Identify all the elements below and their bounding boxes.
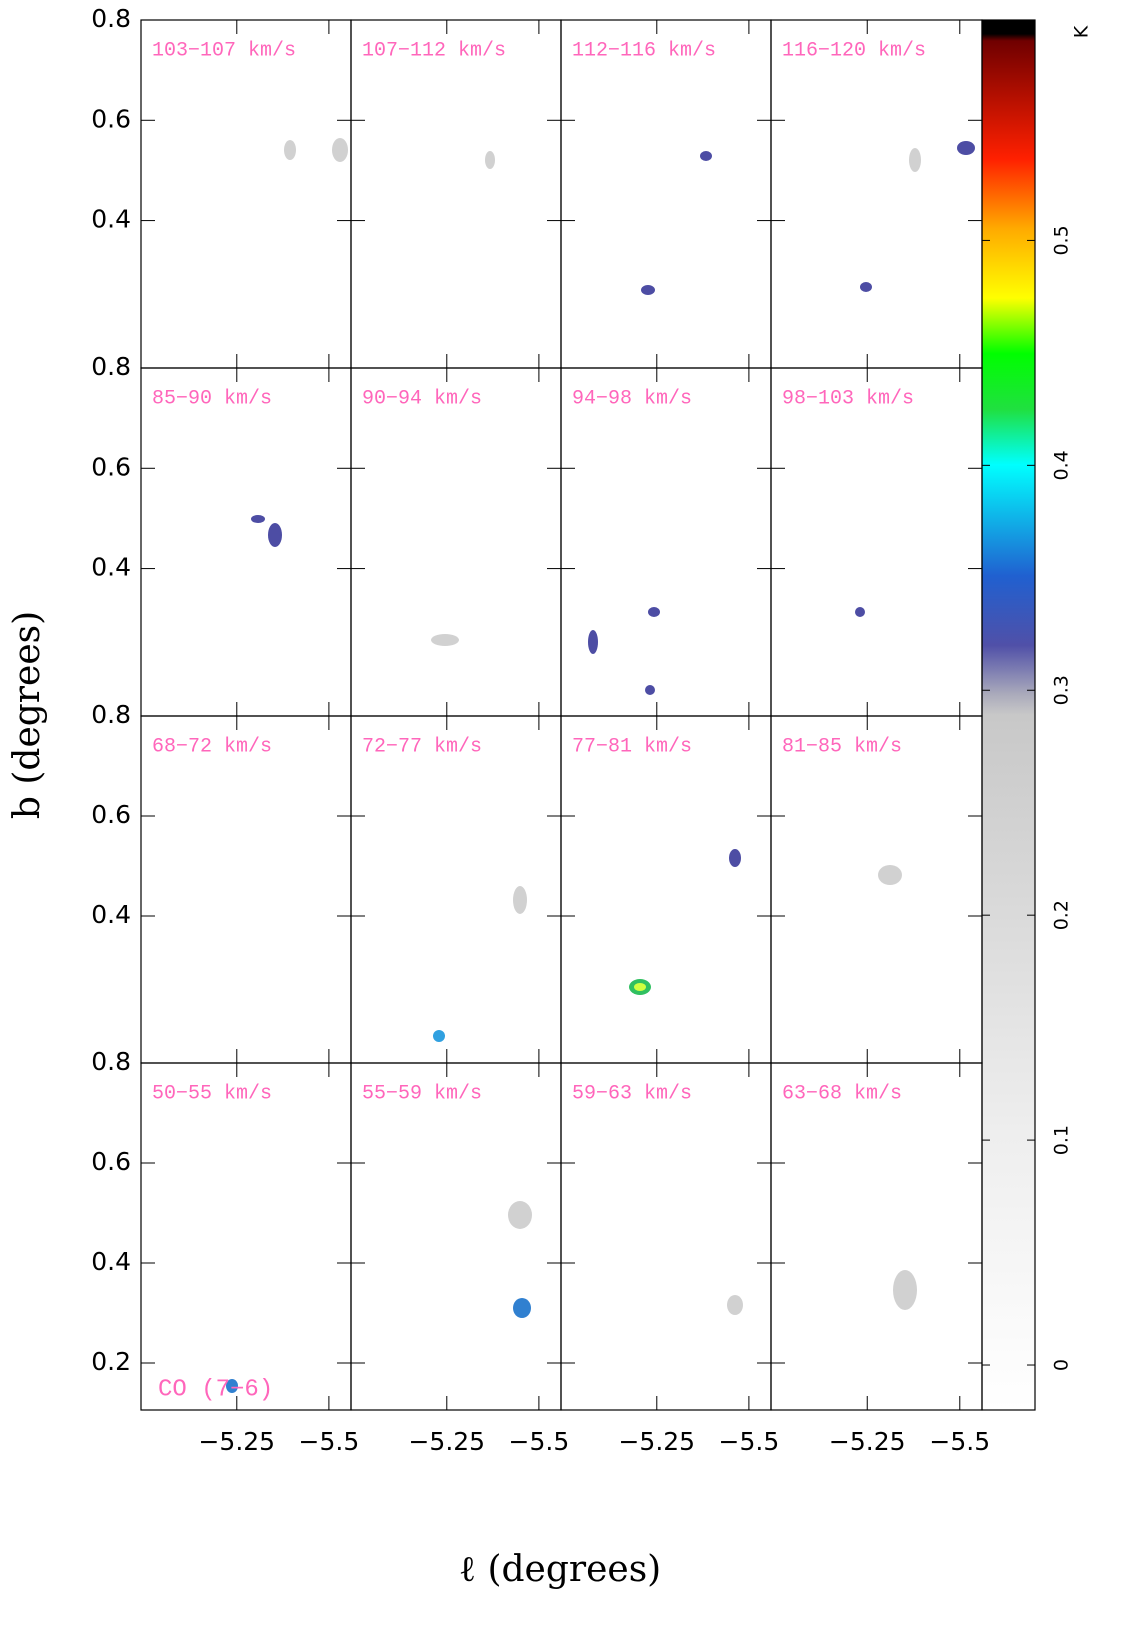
panel-label: 81−85 km/s <box>782 735 902 758</box>
emission-blob <box>648 607 660 617</box>
y-tick-label: 0.4 <box>91 900 131 929</box>
emission-blob <box>645 685 655 695</box>
emission-blob <box>268 523 282 547</box>
colorbar-tick-label: 0.2 <box>1051 900 1073 930</box>
panel-frame <box>560 19 772 369</box>
emission-blob <box>729 849 741 867</box>
panel-frame <box>560 1062 772 1411</box>
panel-label: 98−103 km/s <box>782 387 914 410</box>
emission-blob <box>226 1379 238 1393</box>
x-tick-label: −5.5 <box>719 1427 780 1456</box>
emission-blob <box>508 1201 532 1229</box>
emission-blob <box>284 140 296 160</box>
x-tick-label: −5.25 <box>408 1427 485 1456</box>
panel-label: 90−94 km/s <box>362 387 482 410</box>
x-tick-label: −5.25 <box>829 1427 906 1456</box>
panel-frame <box>140 367 352 717</box>
emission-blob <box>513 886 527 914</box>
panel-frame <box>560 715 772 1064</box>
panel-frame <box>560 367 772 717</box>
y-tick-label: 0.8 <box>91 1047 131 1076</box>
y-tick-label: 0.6 <box>91 104 131 133</box>
emission-blob <box>641 285 655 295</box>
y-tick-label: 0.6 <box>91 452 131 481</box>
panel-label: 103−107 km/s <box>152 39 296 62</box>
x-tick-label: −5.25 <box>198 1427 275 1456</box>
y-axis-title: b (degrees) <box>7 611 48 819</box>
panel-label: 94−98 km/s <box>572 387 692 410</box>
emission <box>226 138 975 1393</box>
x-tick-label: −5.5 <box>509 1427 570 1456</box>
panel-label: 107−112 km/s <box>362 39 506 62</box>
x-tick-label: −5.5 <box>299 1427 360 1456</box>
panel-label: 55−59 km/s <box>362 1082 482 1105</box>
y-tick-label: 0.8 <box>91 4 131 33</box>
emission-blob <box>433 1030 445 1042</box>
panel-label: 85−90 km/s <box>152 387 272 410</box>
emission-blob <box>893 1270 917 1310</box>
y-tick-label: 0.6 <box>91 1147 131 1176</box>
panel-label: 50−55 km/s <box>152 1082 272 1105</box>
x-tick-label: −5.25 <box>618 1427 695 1456</box>
emission-blob <box>332 138 348 162</box>
annotation: CO (7−6) <box>158 1376 273 1403</box>
panel-label: 63−68 km/s <box>782 1082 902 1105</box>
panel-label: 68−72 km/s <box>152 735 272 758</box>
panel-frame <box>140 715 352 1064</box>
emission-blob <box>485 151 495 169</box>
emission-blob <box>431 634 459 646</box>
panel-frame <box>350 715 562 1064</box>
panel-frame <box>770 1062 983 1411</box>
panel-frame <box>350 19 562 369</box>
emission-blob <box>700 151 712 161</box>
panel-frame <box>350 1062 562 1411</box>
panel-frame <box>140 19 352 369</box>
colorbar <box>982 20 1035 1410</box>
y-tick-label: 0.4 <box>91 1247 131 1276</box>
panel-label: 72−77 km/s <box>362 735 482 758</box>
colorbar-tick-label: 0.1 <box>1051 1125 1073 1155</box>
emission-blob <box>878 865 902 885</box>
colorbar-tick-label: 0 <box>1051 1359 1073 1371</box>
y-tick-label: 0.6 <box>91 800 131 829</box>
panel-frame <box>140 1062 352 1411</box>
panel-frame <box>770 19 983 369</box>
y-tick-label: 0.4 <box>91 553 131 582</box>
panel-label: 116−120 km/s <box>782 39 926 62</box>
emission-blob <box>909 148 921 172</box>
panel-label: 112−116 km/s <box>572 39 716 62</box>
emission-blob <box>860 282 872 292</box>
colorbar-tick-label: 0.4 <box>1051 450 1073 480</box>
emission-blob <box>855 607 865 617</box>
emission-blob <box>513 1298 531 1318</box>
colorbar-label: K <box>1071 25 1093 38</box>
x-tick-label: −5.5 <box>929 1427 990 1456</box>
panel-frame <box>770 715 983 1064</box>
panel-label: 77−81 km/s <box>572 735 692 758</box>
emission-blob <box>957 141 975 155</box>
panel-frame <box>350 367 562 717</box>
emission-blob <box>588 630 598 654</box>
panel-frame <box>770 367 983 717</box>
emission-blob <box>727 1295 743 1315</box>
x-axis-title: ℓ (degrees) <box>459 1549 661 1590</box>
y-tick-label: 0.2 <box>91 1347 131 1376</box>
emission-blob <box>634 983 646 991</box>
emission-blob <box>251 515 265 523</box>
panel-label: 59−63 km/s <box>572 1082 692 1105</box>
colorbar-tick-label: 0.5 <box>1051 225 1073 255</box>
y-tick-label: 0.4 <box>91 205 131 234</box>
colorbar-tick-label: 0.3 <box>1051 675 1073 705</box>
y-tick-label: 0.8 <box>91 700 131 729</box>
y-tick-label: 0.8 <box>91 352 131 381</box>
